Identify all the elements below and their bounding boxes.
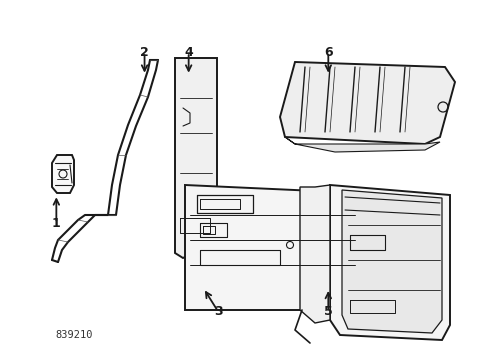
- Polygon shape: [300, 185, 330, 323]
- Polygon shape: [342, 190, 442, 333]
- Polygon shape: [330, 185, 450, 340]
- Polygon shape: [280, 62, 455, 144]
- Text: 6: 6: [324, 46, 333, 59]
- Text: 3: 3: [214, 305, 222, 318]
- Polygon shape: [285, 137, 440, 152]
- Polygon shape: [175, 58, 217, 258]
- Text: 2: 2: [140, 46, 149, 59]
- Text: 5: 5: [324, 305, 333, 318]
- Text: 4: 4: [184, 46, 193, 59]
- Polygon shape: [52, 155, 74, 193]
- Text: 839210: 839210: [55, 330, 93, 340]
- Text: 1: 1: [52, 217, 61, 230]
- Polygon shape: [185, 185, 360, 310]
